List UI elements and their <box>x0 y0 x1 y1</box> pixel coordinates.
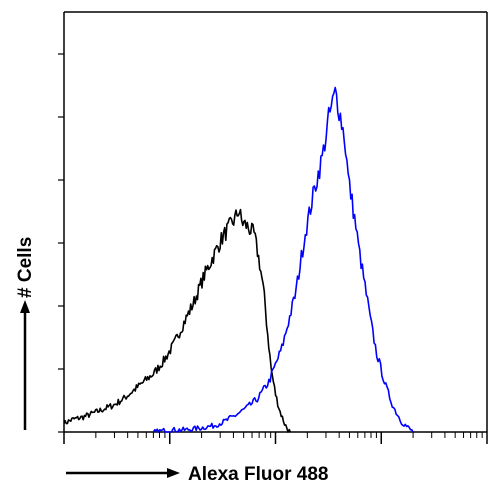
plot-frame <box>63 11 488 433</box>
x-axis-ticks <box>63 432 488 444</box>
control-histogram-line <box>63 208 292 433</box>
x-axis-arrow-head <box>167 468 180 478</box>
histogram-series <box>63 86 414 433</box>
stained-histogram-line <box>152 86 414 433</box>
y-axis-arrow-head <box>20 300 30 313</box>
x-axis-label-group: Alexa Fluor 488 <box>66 464 328 485</box>
y-axis-ticks <box>58 53 64 433</box>
y-axis-label: # Cells <box>15 237 36 298</box>
y-axis-label-group: # Cells <box>15 237 36 430</box>
x-axis-label: Alexa Fluor 488 <box>188 464 328 485</box>
